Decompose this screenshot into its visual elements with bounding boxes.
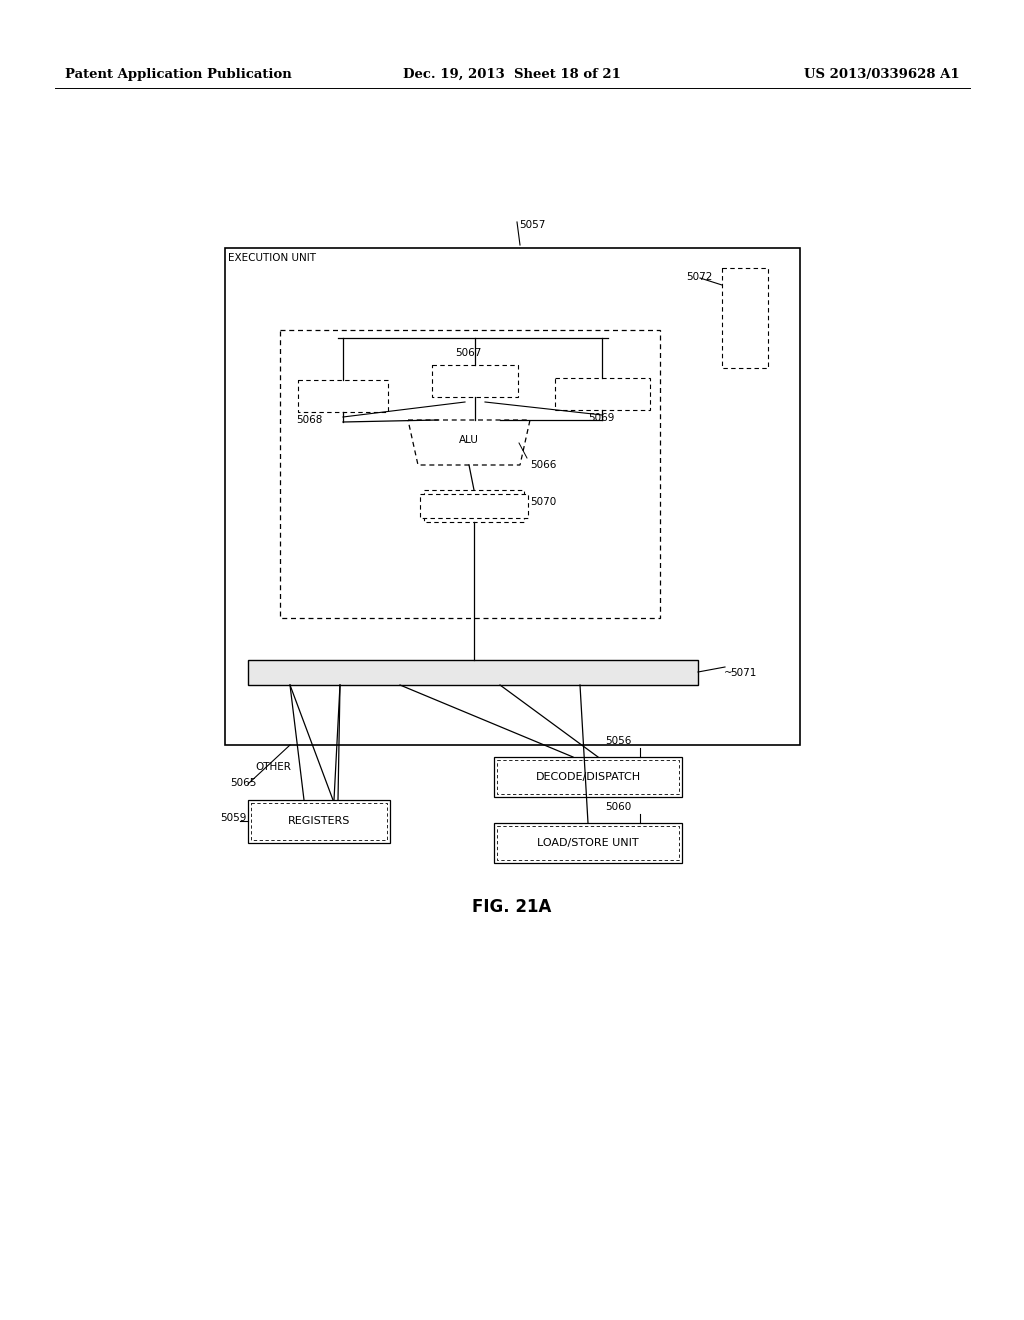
Bar: [432, 366, 518, 397]
Text: ALU: ALU: [459, 436, 479, 445]
Bar: [722, 268, 768, 368]
Bar: [420, 494, 528, 517]
Text: Dec. 19, 2013  Sheet 18 of 21: Dec. 19, 2013 Sheet 18 of 21: [403, 69, 621, 81]
Bar: [298, 380, 388, 412]
Bar: [494, 756, 682, 797]
Text: 5056: 5056: [605, 737, 632, 746]
Text: US 2013/0339628 A1: US 2013/0339628 A1: [805, 69, 961, 81]
Text: 5071: 5071: [730, 668, 757, 678]
Text: FIG. 21A: FIG. 21A: [472, 898, 552, 916]
Text: 5060: 5060: [605, 803, 631, 812]
Text: Patent Application Publication: Patent Application Publication: [65, 69, 292, 81]
Text: 5068: 5068: [296, 414, 323, 425]
Bar: [251, 803, 387, 840]
Text: LOAD/STORE UNIT: LOAD/STORE UNIT: [538, 838, 639, 847]
Text: 5072: 5072: [686, 272, 713, 282]
Text: 5065: 5065: [230, 777, 256, 788]
Polygon shape: [408, 420, 530, 465]
Bar: [248, 800, 390, 843]
Text: 5067: 5067: [455, 348, 481, 358]
Text: ~: ~: [724, 668, 733, 678]
Text: 5059: 5059: [220, 813, 247, 822]
Text: 5057: 5057: [519, 220, 546, 230]
Bar: [497, 826, 679, 861]
Bar: [494, 822, 682, 863]
Bar: [424, 490, 524, 521]
Text: REGISTERS: REGISTERS: [288, 816, 350, 826]
Bar: [555, 378, 650, 411]
Bar: [497, 760, 679, 795]
Text: DECODE/DISPATCH: DECODE/DISPATCH: [536, 772, 641, 781]
Text: 5070: 5070: [530, 498, 556, 507]
Bar: [248, 660, 698, 685]
Bar: [280, 330, 660, 618]
Bar: [225, 248, 800, 744]
Text: 5066: 5066: [530, 459, 556, 470]
Text: EXECUTION UNIT: EXECUTION UNIT: [228, 253, 316, 263]
Text: OTHER: OTHER: [255, 762, 291, 772]
Text: 5069: 5069: [588, 413, 614, 422]
